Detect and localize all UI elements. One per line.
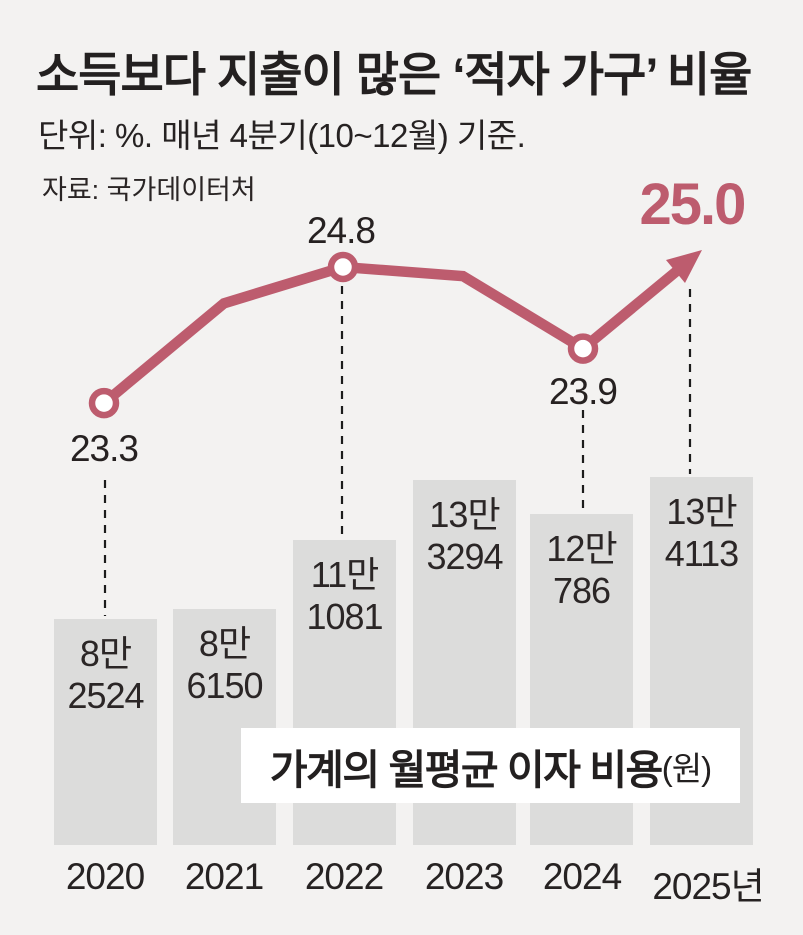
chart-title: 소득보다 지출이 많은 ‘적자 가구’ 비율 xyxy=(36,48,752,101)
x-tick-2022: 2022 xyxy=(304,856,384,897)
chart-source: 자료: 국가데이터처 xyxy=(42,175,256,205)
bar-caption-text: 가계의 월평균 이자 비용 xyxy=(269,746,663,793)
bar-value-label: 11만 1081 xyxy=(306,554,383,637)
value-label-2025-highlight: 25.0 xyxy=(640,172,745,237)
arrow-shaft xyxy=(579,265,682,353)
data-point-marker-2024 xyxy=(567,333,599,364)
trend-line xyxy=(100,261,586,408)
chart-subtitle: 단위: %. 매년 4분기(10~12월) 기준. xyxy=(38,117,526,154)
x-tick-2023: 2023 xyxy=(424,856,504,897)
arrow-head-icon xyxy=(666,250,702,283)
bar-value-label: 8만 6150 xyxy=(186,623,263,706)
bar-value-label: 13만 4113 xyxy=(664,491,739,574)
bar-value-label: 12만 786 xyxy=(546,528,617,611)
x-tick-2020: 2020 xyxy=(65,856,145,897)
x-tick-2025: 2025년 xyxy=(652,866,764,907)
value-label-2024: 23.9 xyxy=(549,371,617,412)
bar-2021: 8만 6150 xyxy=(173,609,276,845)
x-tick-2021: 2021 xyxy=(184,856,264,897)
data-point-marker-2020 xyxy=(88,387,120,419)
bar-value-label: 8만 2524 xyxy=(67,633,144,716)
bar-2020: 8만 2524 xyxy=(54,619,157,845)
value-label-2022: 24.8 xyxy=(307,210,375,251)
data-point-marker-2022 xyxy=(327,251,359,283)
bar-caption-unit: (원) xyxy=(661,749,712,787)
bar-value-label: 13만 3294 xyxy=(426,494,503,577)
bar-caption-box: 가계의 월평균 이자 비용 (원) xyxy=(241,728,740,803)
x-tick-2024: 2024 xyxy=(542,856,622,897)
value-label-2020: 23.3 xyxy=(70,428,138,469)
